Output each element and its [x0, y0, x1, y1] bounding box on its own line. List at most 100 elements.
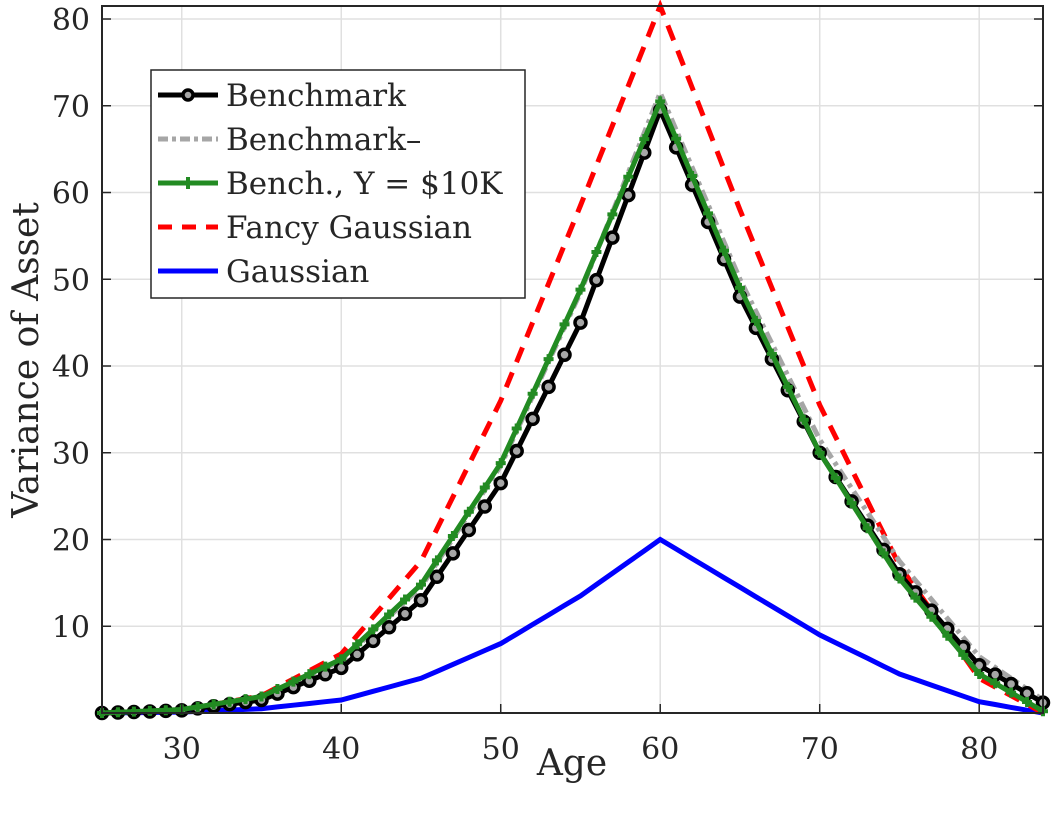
- plus-marker-icon: [655, 96, 666, 107]
- plus-marker-icon: [926, 611, 937, 622]
- plus-marker-icon: [527, 388, 538, 399]
- plus-marker-icon: [336, 654, 347, 665]
- x-tick-label: 70: [801, 732, 839, 767]
- axis-ticks: [102, 18, 1043, 713]
- plus-marker-icon: [256, 691, 267, 702]
- plus-marker-icon: [543, 354, 554, 365]
- x-tick-label: 40: [322, 732, 360, 767]
- x-tick-label: 30: [163, 732, 201, 767]
- plus-marker-icon: [798, 414, 809, 425]
- plus-marker-icon: [639, 134, 650, 145]
- circle-marker-icon: [493, 475, 508, 491]
- circle-marker-icon: [381, 620, 397, 635]
- plus-marker-icon: [575, 284, 586, 295]
- plus-marker-icon: [782, 381, 793, 392]
- plus-marker-icon: [208, 699, 219, 710]
- plus-marker-icon: [910, 592, 921, 603]
- y-tick-label: 80: [52, 3, 90, 38]
- plus-marker-icon: [479, 482, 490, 493]
- legend-label: Benchmark: [226, 78, 406, 114]
- circle-marker-icon: [477, 499, 493, 514]
- plus-marker-icon: [463, 506, 474, 517]
- plus-marker-icon: [719, 245, 730, 256]
- plus-marker-icon: [272, 684, 283, 695]
- y-tick-label: 60: [52, 177, 90, 212]
- plus-marker-icon: [974, 668, 985, 679]
- circle-marker-icon: [413, 592, 429, 608]
- plus-marker-icon: [431, 555, 442, 566]
- plus-marker-icon: [320, 661, 331, 672]
- x-tick-label: 50: [482, 732, 520, 767]
- series-line-gaussian: [101, 536, 1044, 716]
- x-tick-labels: 30 40 50 60 70 80: [163, 732, 999, 767]
- plus-marker-icon: [894, 573, 905, 584]
- plus-marker-icon: [495, 458, 506, 469]
- plus-marker-icon: [352, 639, 363, 650]
- plus-marker-icon: [703, 208, 714, 219]
- circle-marker-icon: [525, 411, 540, 427]
- legend-label: Gaussian: [226, 254, 369, 290]
- plus-marker-icon: [559, 319, 570, 330]
- plus-marker-icon: [400, 594, 411, 605]
- y-tick-label: 50: [52, 263, 90, 298]
- circle-marker-icon: [573, 315, 588, 330]
- legend-label: Bench., Y = $10K: [226, 166, 503, 202]
- legend-item-gaussian: Gaussian: [158, 254, 369, 290]
- legend-circle-marker-icon: [181, 88, 195, 102]
- y-tick-label: 40: [52, 350, 90, 385]
- y-axis-label: Variance of Asset: [6, 202, 47, 519]
- plus-marker-icon: [990, 678, 1001, 689]
- legend: Benchmark Benchmark– Bench., Y = $10K Fa…: [150, 69, 526, 299]
- circle-marker-icon: [605, 230, 620, 245]
- plus-marker-icon: [862, 523, 873, 534]
- plot-series: [94, 0, 1051, 721]
- legend-item-fancy-gaussian: Fancy Gaussian: [158, 210, 472, 246]
- plus-marker-icon: [958, 649, 969, 660]
- plus-marker-icon: [144, 705, 155, 716]
- y-tick-label: 10: [52, 610, 90, 645]
- circle-marker-icon: [589, 272, 604, 288]
- circle-marker-icon: [397, 606, 413, 622]
- circle-marker-icon: [365, 633, 381, 649]
- plus-marker-icon: [1006, 687, 1017, 698]
- plus-marker-icon: [192, 701, 203, 712]
- plus-marker-icon: [766, 348, 777, 359]
- plus-marker-icon: [447, 531, 458, 542]
- circle-marker-icon: [429, 569, 445, 585]
- x-tick-label: 80: [960, 732, 998, 767]
- plot-area-border: [101, 5, 1044, 714]
- circle-marker-icon: [557, 347, 572, 362]
- y-tick-label: 70: [52, 90, 90, 125]
- circle-marker-icon: [509, 443, 524, 459]
- plus-marker-icon: [240, 694, 251, 705]
- plus-marker-icon: [734, 282, 745, 293]
- plus-marker-icon: [671, 133, 682, 144]
- plus-marker-icon: [846, 498, 857, 509]
- circle-marker-icon: [445, 546, 461, 561]
- plus-marker-icon: [511, 423, 522, 434]
- plus-marker-icon: [607, 209, 618, 220]
- series-line-fancy-gaussian: [101, 0, 1045, 716]
- plus-marker-icon: [814, 447, 825, 458]
- y-tick-labels: 10 20 30 40 50 60 70 80: [52, 3, 90, 645]
- plus-marker-icon: [687, 171, 698, 182]
- plus-marker-icon: [878, 548, 889, 559]
- legend-label: Benchmark–: [226, 122, 421, 158]
- plus-marker-icon: [750, 315, 761, 326]
- plus-marker-icon: [128, 706, 139, 717]
- legend-item-benchmark: Benchmark: [158, 78, 406, 114]
- x-tick-label: 60: [641, 732, 679, 767]
- y-tick-label: 20: [52, 524, 90, 559]
- circle-marker-icon: [461, 522, 477, 538]
- legend-item-benchmark-minus: Benchmark–: [158, 122, 421, 158]
- plus-marker-icon: [224, 696, 235, 707]
- circle-marker-icon: [541, 379, 556, 395]
- y-tick-label: 30: [52, 437, 90, 472]
- plus-marker-icon: [591, 247, 602, 258]
- plus-marker-icon: [623, 171, 634, 182]
- plus-marker-icon: [415, 579, 426, 590]
- plus-marker-icon: [942, 630, 953, 641]
- plus-marker-icon: [830, 472, 841, 483]
- x-axis-label: Age: [536, 743, 607, 784]
